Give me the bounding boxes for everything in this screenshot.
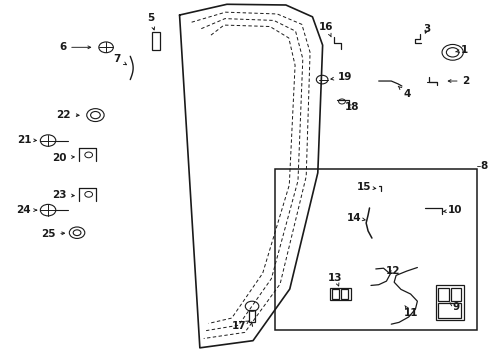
- Bar: [450, 288, 460, 301]
- Bar: [340, 289, 347, 299]
- Text: 11: 11: [403, 306, 417, 318]
- Text: 15: 15: [356, 182, 375, 192]
- Text: 12: 12: [385, 266, 400, 276]
- Text: 22: 22: [56, 110, 79, 120]
- Text: 18: 18: [344, 102, 359, 112]
- Text: 20: 20: [52, 153, 74, 163]
- Bar: [248, 310, 255, 322]
- Text: 10: 10: [443, 206, 461, 216]
- Text: 5: 5: [146, 13, 154, 30]
- Text: 19: 19: [330, 72, 351, 82]
- Bar: [437, 288, 448, 301]
- Text: 25: 25: [41, 229, 64, 239]
- Text: 23: 23: [52, 190, 74, 200]
- Text: 16: 16: [319, 22, 333, 37]
- Text: 1: 1: [455, 45, 468, 55]
- Text: 24: 24: [16, 205, 37, 215]
- Text: 21: 21: [18, 135, 36, 145]
- Text: 14: 14: [346, 213, 365, 222]
- Text: 7: 7: [113, 54, 126, 65]
- Text: 13: 13: [327, 273, 342, 286]
- Text: 4: 4: [397, 86, 409, 99]
- Bar: [435, 285, 463, 320]
- Text: 9: 9: [449, 302, 459, 312]
- Text: 6: 6: [59, 42, 90, 52]
- Text: 3: 3: [423, 24, 430, 35]
- Text: 2: 2: [447, 76, 469, 86]
- Bar: [437, 303, 460, 318]
- Bar: [330, 288, 350, 300]
- Text: 17: 17: [232, 321, 249, 331]
- Bar: [152, 32, 160, 50]
- Text: 8: 8: [479, 161, 487, 171]
- Bar: [275, 169, 476, 330]
- Bar: [332, 289, 338, 299]
